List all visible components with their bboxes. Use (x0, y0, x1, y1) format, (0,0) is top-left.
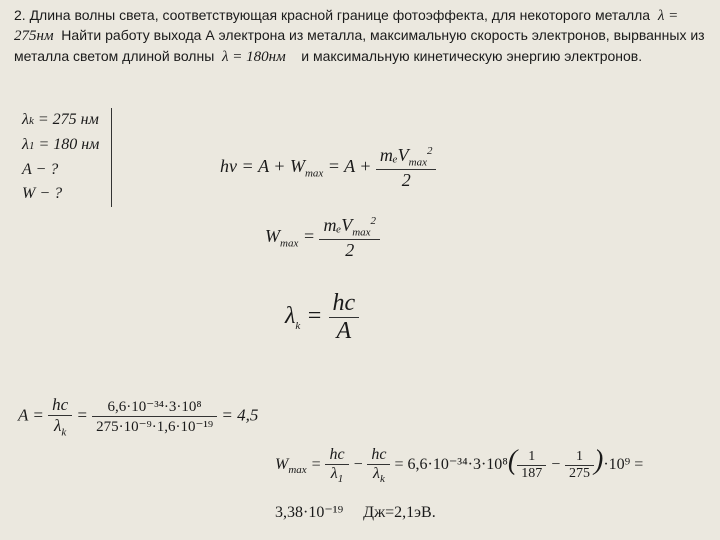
equation-4: A = hcλk = 6,6·10⁻³⁴·3·10⁸275·10⁻⁹·1,6·1… (18, 395, 258, 438)
eq5-tail: ·10⁹ = (603, 456, 643, 473)
eq3-eq: = (300, 303, 328, 329)
eq2-num: mₑV (323, 215, 352, 235)
eq5-lhs: W (275, 456, 288, 473)
equation-5: Wmax = hcλ1 − hcλk = 6,6·10⁻³⁴·3·10⁸(118… (275, 445, 643, 485)
eq5-f1ds: 1 (338, 473, 344, 485)
eq4-f2d: 275·10⁻⁹·1,6·10⁻¹⁹ (92, 417, 217, 436)
eq5-f1n: hc (325, 446, 348, 465)
eq4-eq: = (72, 406, 92, 425)
eq5-f2d: λ (373, 465, 380, 482)
equation-6: 3,38·10⁻¹⁹ Дж=2,1эВ. (275, 502, 436, 522)
eq1-num-sub: max (409, 157, 427, 169)
eq3-num: hc (329, 290, 360, 318)
eq5-eq: = (307, 456, 326, 473)
problem-text-1: Длина волны света, соответствующая красн… (30, 7, 651, 23)
problem-text-3: и максимальную кинетическую энергию элек… (301, 48, 642, 64)
eq4-f2n: 6,6·10⁻³⁴·3·10⁸ (92, 397, 217, 417)
eq6-unit: Дж=2,1эВ. (363, 504, 436, 521)
eq5-m1: − (349, 456, 368, 473)
eq6-val: 3,38·10⁻¹⁹ (275, 504, 343, 521)
eq5-f2ds: k (380, 473, 385, 485)
lambda-2: λ = 180нм (222, 49, 286, 65)
equation-1: hν = A + Wmax = A + mₑVmax22 (220, 145, 436, 191)
eq4-f1ds: k (61, 426, 66, 438)
eq1-mid: = A + (323, 156, 376, 176)
eq5-f2n: hc (367, 446, 390, 465)
eq1-num: mₑV (380, 145, 409, 165)
eq1-den: 2 (376, 170, 437, 191)
eq5-f3n: 1 (517, 449, 546, 466)
eq2-eq: = (298, 226, 319, 246)
eq1-num-sup: 2 (427, 145, 433, 157)
eq5-f3d: 187 (517, 466, 546, 482)
eq3-den: A (329, 318, 360, 345)
eq5-sub: max (288, 464, 306, 476)
eq5-eq2: = 6,6·10⁻³⁴·3·10⁸ (390, 456, 507, 473)
eq5-f4n: 1 (565, 449, 594, 466)
eq5-m2: − (546, 456, 565, 473)
equation-3: λk = hcA (285, 290, 359, 345)
given-l3: A − ? (22, 158, 99, 183)
eq1-lhs: hν = A + W (220, 156, 305, 176)
eq5-f1d: λ (331, 465, 338, 482)
eq2-sub: max (280, 238, 298, 250)
equation-2: Wmax = mₑVmax22 (265, 215, 380, 261)
eq2-den: 2 (319, 240, 380, 261)
problem-statement: 2. Длина волны света, соответствующая кр… (0, 0, 720, 71)
given-l4: W − ? (22, 182, 99, 207)
eq4-lhs: A = (18, 406, 48, 425)
given-l1-val: = 275 нм (34, 111, 99, 128)
eq3-lhs: λ (285, 303, 295, 329)
eq2-num-sup: 2 (371, 215, 377, 227)
eq2-num-sub: max (352, 227, 370, 239)
eq1-sub: max (305, 168, 323, 180)
eq4-f1n: hc (48, 395, 72, 416)
eq4-res: = 4,5 (217, 406, 258, 425)
eq5-f4d: 275 (565, 466, 594, 482)
eq5-pc: ) (594, 445, 603, 476)
given-block: λk = 275 нм λ1 = 180 нм A − ? W − ? (22, 108, 112, 207)
given-l2-val: = 180 нм (34, 136, 99, 153)
given-l1-sym: λ (22, 111, 29, 128)
eq5-po: ( (508, 445, 517, 476)
eq2-lhs: W (265, 226, 280, 246)
given-l2-sym: λ (22, 136, 29, 153)
problem-number: 2. (14, 7, 26, 23)
